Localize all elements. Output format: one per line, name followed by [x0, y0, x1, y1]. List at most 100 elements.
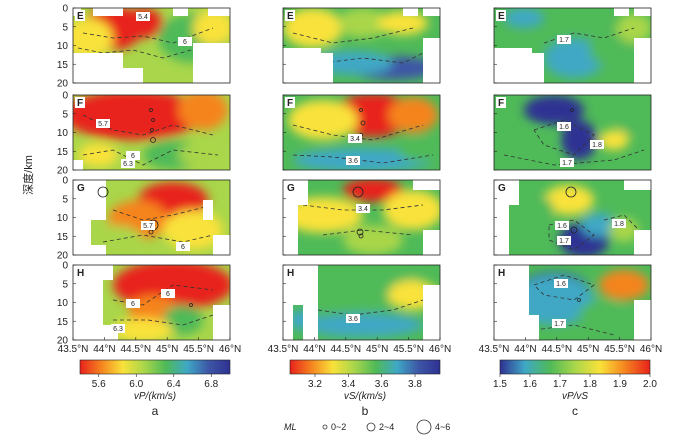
- earthquake-marker: [358, 233, 364, 239]
- contour-line: [302, 204, 424, 211]
- y-tick-label: 10: [57, 128, 69, 139]
- subplot-label: b: [362, 404, 369, 418]
- panel-b-G: 3.4 G: [282, 179, 441, 256]
- contour-label-bg: [557, 122, 571, 131]
- velocity-anomaly: [113, 318, 173, 340]
- no-data-mask: [103, 265, 113, 280]
- velocity-anomaly: [388, 97, 438, 133]
- row-letter-bg: [285, 10, 295, 21]
- colorbar-tick-label: 3.6: [375, 379, 389, 390]
- colorbar-quantity: vS/(km/s): [344, 391, 386, 402]
- colorbar-tick-label: 1.6: [523, 379, 537, 390]
- legend-item-1: 2~4: [379, 422, 394, 432]
- contour-label: 6.3: [113, 326, 123, 333]
- x-tick-label: 45°N: [366, 344, 388, 355]
- contour-label: 6: [183, 39, 187, 46]
- velocity-anomaly: [78, 143, 118, 167]
- contour-label-bg: [348, 134, 362, 143]
- no-data-mask: [91, 180, 106, 220]
- contour-line: [82, 149, 219, 166]
- no-data-mask: [208, 8, 230, 16]
- row-letter: G: [77, 183, 85, 194]
- row-letter: F: [498, 98, 504, 109]
- contour-label: 1.8: [592, 142, 602, 149]
- contour-label-bg: [346, 156, 360, 165]
- y-tick-label: 5: [62, 194, 68, 205]
- velocity-anomaly: [283, 197, 363, 233]
- contour-line: [322, 229, 414, 236]
- legend-marker-medium: [366, 422, 376, 432]
- velocity-anomaly: [73, 95, 203, 140]
- earthquake-marker: [356, 228, 364, 236]
- colorbar-gradient: [289, 359, 441, 375]
- colorbar-tick-label: 1.9: [613, 379, 627, 390]
- row-letter-bg: [75, 97, 85, 108]
- row-letter-bg: [496, 97, 506, 108]
- contour-label-bg: [346, 314, 360, 323]
- earthquake-marker: [360, 120, 366, 126]
- y-tick-label: 10: [57, 213, 69, 224]
- velocity-anomaly: [514, 130, 554, 160]
- legend-marker-small: [322, 424, 328, 430]
- row-letter-bg: [285, 97, 295, 108]
- contour-label-bg: [557, 236, 571, 245]
- colorbar-tick-label: 5.6: [92, 379, 106, 390]
- x-tick-label: 44.5°N: [330, 344, 361, 355]
- y-axis-label: 深度/km: [21, 155, 35, 195]
- contour-label: 1.7: [559, 238, 569, 245]
- panel-grid: 5.46E051015205.766.3F051015205.76G051015…: [57, 4, 652, 347]
- colorbars: 5.6 6.0 6.4 6.8 vP/(km/s) a 3.2 3.4 3.6 3.8 vS/(km…: [79, 359, 657, 418]
- velocity-anomaly: [616, 105, 651, 135]
- panel-c-H: 1.6 1.7 H: [493, 264, 652, 341]
- colorbar-tick-label: 1.7: [553, 379, 567, 390]
- row-letter-bg: [496, 182, 506, 193]
- velocity-anomaly: [178, 95, 228, 130]
- row-letter: G: [498, 183, 506, 194]
- contour-label-bg: [612, 219, 626, 228]
- velocity-anomaly: [288, 100, 358, 140]
- y-tick-label: 15: [57, 317, 69, 328]
- no-data-mask: [283, 48, 321, 83]
- contour-label: 1.6: [557, 223, 567, 230]
- colorbar-tick-label: 3.8: [408, 379, 422, 390]
- velocity-anomaly: [73, 18, 113, 58]
- y-tick-label: 20: [57, 336, 69, 347]
- contour-label: 6: [181, 244, 185, 251]
- contour-label-bg: [555, 221, 569, 230]
- velocity-anomaly: [544, 185, 594, 215]
- panel-a-G: 5.7 6 G0 5 10 15 20: [57, 176, 231, 262]
- y-tick-label: 5: [62, 22, 68, 33]
- y-tick-label: 10: [57, 298, 69, 309]
- contour-line: [533, 274, 595, 301]
- y-tick-label: 15: [57, 147, 69, 158]
- contour-label: 1.6: [559, 124, 569, 131]
- contour-label-bg: [141, 221, 155, 230]
- row-letter-bg: [285, 182, 295, 193]
- colorbar-tick-label: 3.4: [341, 379, 355, 390]
- no-data-mask: [413, 180, 440, 190]
- y-tick-label: 5: [62, 279, 68, 290]
- colorbar-tick-label: 6.4: [167, 379, 181, 390]
- no-data-mask: [423, 285, 440, 340]
- velocity-anomaly: [599, 270, 649, 300]
- velocity-anomaly: [383, 190, 440, 230]
- x-tick-label: 43.5°N: [479, 344, 510, 355]
- colorbar-tick-label: 1.5: [493, 379, 507, 390]
- panel-a-F: 5.7 66.3 F0 5 10 15 20: [57, 91, 231, 177]
- contour-label: 6: [131, 301, 135, 308]
- row-letter-bg: [75, 267, 85, 278]
- earthquake-marker: [570, 226, 578, 234]
- y-tick-label: 20: [57, 251, 69, 262]
- contour-line: [533, 119, 595, 156]
- velocity-anomaly: [293, 148, 433, 170]
- contour-label-bg: [111, 324, 125, 333]
- colorbar-gradient: [79, 359, 231, 375]
- velocity-anomaly: [504, 8, 544, 28]
- contour-label: 5.4: [138, 14, 148, 21]
- y-tick-label: 20: [57, 79, 69, 90]
- legend-item-0: 0~2: [331, 422, 346, 432]
- contour-label-bg: [126, 151, 140, 160]
- x-tick-label: 45°N: [577, 344, 599, 355]
- no-data-mask: [532, 53, 544, 83]
